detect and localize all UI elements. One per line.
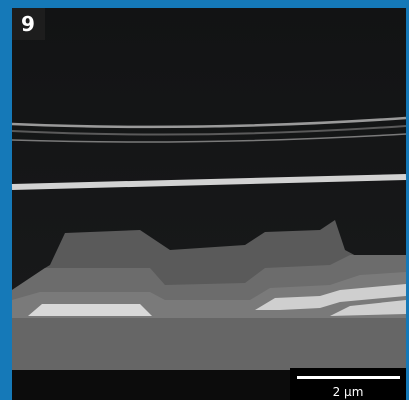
panel-label: 9 <box>21 12 35 36</box>
scale-bar-label: 2 μm <box>333 385 364 399</box>
figure-panel: 9 2 μm <box>0 0 409 400</box>
scale-bar <box>297 376 400 379</box>
